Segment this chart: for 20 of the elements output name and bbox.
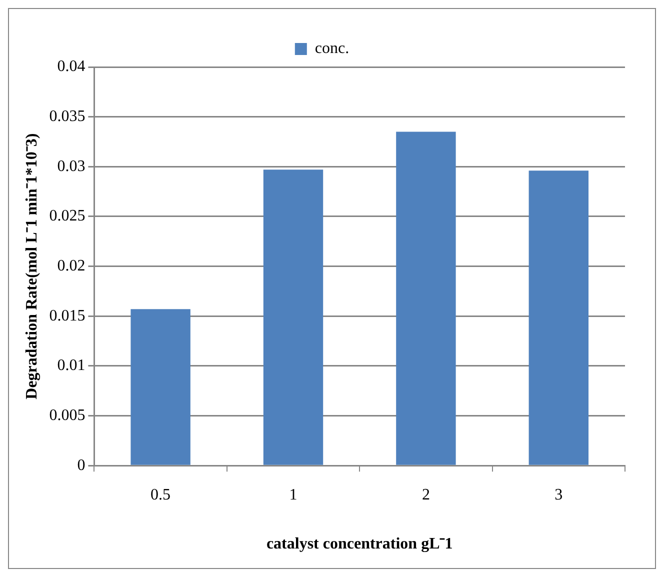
x-tick-label: 3 [554, 486, 563, 504]
y-tick-label: 0.025 [49, 208, 86, 225]
y-tick-label: 0.035 [49, 108, 86, 126]
y-tick-label: 0 [77, 456, 86, 474]
y-tick-label: 0.01 [57, 357, 86, 374]
bar [528, 170, 589, 465]
y-tick-label: 0.02 [57, 258, 86, 275]
x-tick-label: 1 [289, 486, 298, 504]
bar [396, 132, 456, 465]
x-tick-label: 0.5 [150, 486, 171, 504]
x-axis-title: catalyst concentration gL⁻1 [266, 536, 453, 553]
y-tick-label: 0.005 [49, 406, 86, 424]
y-axis-title: Degradation Rate(mol L⁻1 min⁻1*10⁻3) [24, 133, 41, 400]
bar [263, 170, 324, 465]
legend-label: conc. [314, 40, 350, 58]
y-tick-label: 0.015 [49, 307, 86, 324]
x-tick-label: 2 [422, 486, 430, 504]
y-tick-label: 0.03 [57, 158, 86, 175]
y-tick-label: 0.04 [57, 58, 86, 76]
bar [130, 309, 190, 465]
